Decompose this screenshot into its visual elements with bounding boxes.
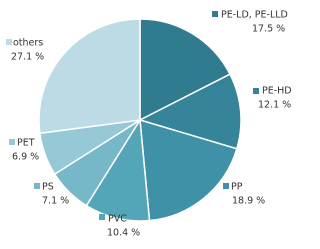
value-label: 17.5 % <box>252 24 285 35</box>
value-label: 7.1 % <box>42 196 69 207</box>
pie-slice <box>38 18 141 135</box>
value-label: 18.9 % <box>232 196 265 207</box>
legend-swatch <box>253 88 259 94</box>
legend-swatch <box>34 183 40 189</box>
legend-swatch <box>212 11 218 17</box>
legend-swatch <box>223 183 229 189</box>
value-label: 6.9 % <box>12 152 39 163</box>
slice-label: PP <box>231 182 243 193</box>
pie-slice <box>139 18 232 122</box>
slice-label: others <box>13 38 43 49</box>
chart: PE-LD, PE-LLD 17.5 % PE-HD 12.1 % PP 18.9 % PV… <box>6 10 292 239</box>
pie-slice <box>137 73 242 150</box>
legend-swatch <box>6 39 12 45</box>
value-label: 12.1 % <box>258 100 291 111</box>
slice-label: PE-LD, PE-LLD <box>221 10 288 21</box>
slice-label: PE-HD <box>262 86 292 97</box>
legend-swatch <box>99 214 105 220</box>
slice-label: PVC <box>108 214 127 225</box>
legend-swatch <box>9 139 15 145</box>
pie-slice <box>139 118 238 222</box>
value-label: 10.4 % <box>107 228 140 239</box>
value-label: 27.1 % <box>11 52 44 63</box>
slice-label: PS <box>42 182 54 193</box>
slice-label: PET <box>17 138 35 149</box>
